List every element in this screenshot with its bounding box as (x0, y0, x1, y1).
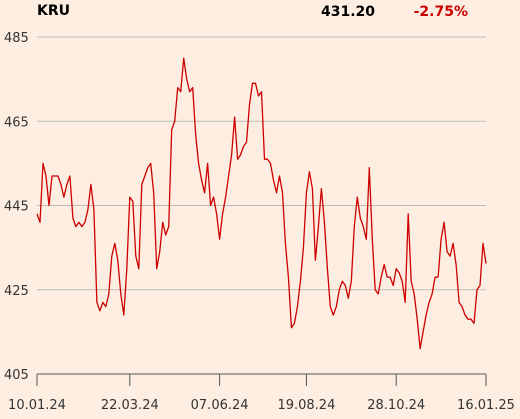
x-tick-label: 16.01.25 (457, 398, 515, 413)
x-tick-label: 22.03.24 (101, 398, 159, 413)
x-tick-label: 07.06.24 (191, 398, 249, 413)
last-price: 431.20 (321, 4, 375, 20)
x-tick-label: 19.08.24 (277, 398, 335, 413)
x-tick-label: 10.01.24 (8, 398, 66, 413)
price-line (36, 57, 487, 350)
y-tick-label: 485 (4, 31, 29, 46)
ticker: KRU (37, 3, 70, 19)
y-tick-label: 405 (4, 368, 29, 383)
y-tick-label: 445 (4, 200, 29, 215)
y-tick-label: 425 (4, 284, 29, 299)
x-tick-label: 28.10.24 (367, 398, 425, 413)
change: -2.75% (414, 4, 468, 20)
y-tick-label: 465 (4, 115, 29, 130)
